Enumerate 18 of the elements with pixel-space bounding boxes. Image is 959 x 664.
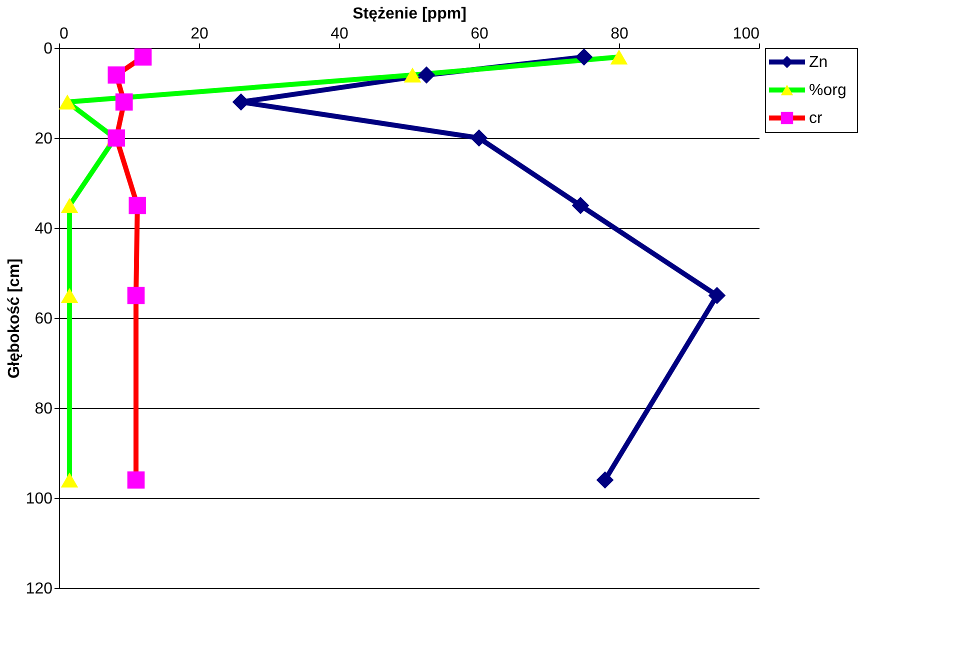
x-tick-label: 0 [60,26,68,42]
x-tick-label: 40 [330,26,348,42]
y-tick-label: 60 [34,310,53,328]
y-tick-label: 100 [26,490,53,508]
x-tick-label: 20 [190,26,208,42]
legend-label: cr [809,110,823,127]
legend-label: Zn [809,54,828,71]
x-axis-title: Stężenie [ppm] [352,6,466,22]
x-tick-label: 60 [470,26,488,42]
y-tick-label: 0 [44,40,53,58]
y-tick-label: 120 [26,580,53,598]
legend-label: %org [809,82,846,99]
y-tick-label: 40 [34,220,53,238]
y-axis-title: Głębokość [cm] [6,258,23,379]
y-tick-label: 20 [34,130,53,148]
x-tick-label: 80 [610,26,628,42]
x-tick-label: 100 [732,26,760,42]
y-tick-label: 80 [34,400,53,418]
